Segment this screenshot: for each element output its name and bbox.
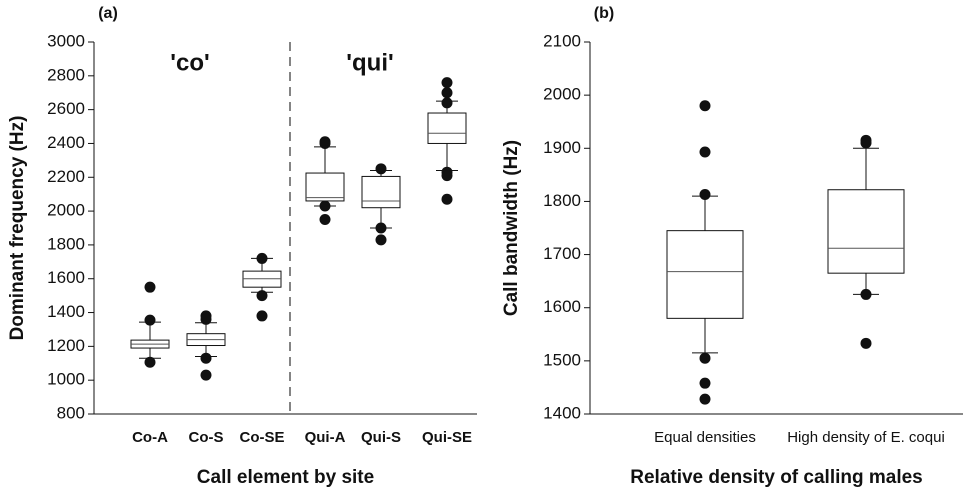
y-tick-label: 2000 [47, 201, 85, 220]
y-tick-label: 1400 [543, 403, 581, 422]
x-axis-title: Call element by site [197, 467, 374, 488]
y-axis-title: Call bandwidth (Hz) [501, 140, 522, 316]
x-tick-label: Qui-S [361, 429, 401, 446]
outlier [144, 281, 156, 293]
x-tick-label: Equal densities [654, 429, 756, 446]
box [827, 189, 905, 274]
outlier [860, 288, 872, 300]
y-tick-label: 1600 [47, 268, 85, 287]
x-tick-label: Qui-SE [422, 429, 472, 446]
y-tick-label: 1900 [543, 138, 581, 157]
y-tick-label: 2800 [47, 65, 85, 84]
outlier [699, 377, 711, 389]
outlier [319, 200, 331, 212]
outlier [699, 352, 711, 364]
annotation: 'qui' [346, 49, 393, 76]
outlier [375, 222, 387, 234]
y-tick-label: 2400 [47, 133, 85, 152]
y-tick-label: 2200 [47, 167, 85, 186]
y-tick-label: 1200 [47, 336, 85, 355]
outlier [256, 290, 268, 302]
y-tick-label: 1800 [543, 191, 581, 210]
outlier [860, 137, 872, 149]
outlier [699, 189, 711, 201]
y-axis-title: Dominant frequency (Hz) [7, 116, 28, 341]
outlier [699, 393, 711, 405]
x-axis-title: Relative density of calling males [630, 467, 923, 488]
x-tick-label: High density of E. coqui [787, 429, 945, 446]
x-tick-label: Co-SE [240, 429, 285, 446]
box [427, 112, 467, 144]
outlier [375, 234, 387, 246]
outlier [441, 193, 453, 205]
box [361, 175, 401, 209]
outlier [256, 252, 268, 264]
y-tick-label: 2000 [543, 85, 581, 104]
outlier [441, 170, 453, 182]
y-tick-label: 1400 [47, 302, 85, 321]
outlier [200, 313, 212, 325]
outlier [319, 214, 331, 226]
y-tick-label: 1800 [47, 234, 85, 253]
outlier [699, 146, 711, 158]
outlier [860, 337, 872, 349]
y-tick-label: 1700 [543, 244, 581, 263]
y-tick-label: 1600 [543, 297, 581, 316]
panel-label: (a) [98, 5, 118, 22]
x-tick-label: Co-A [132, 429, 168, 446]
annotation: 'co' [170, 49, 209, 76]
y-tick-label: 800 [57, 403, 85, 422]
x-tick-label: Co-S [189, 429, 224, 446]
outlier [256, 310, 268, 322]
outlier [441, 97, 453, 109]
outlier [200, 352, 212, 364]
outlier [319, 137, 331, 149]
y-tick-label: 1000 [47, 370, 85, 389]
y-tick-label: 3000 [47, 31, 85, 50]
outlier [441, 77, 453, 89]
x-tick-label: Qui-A [305, 429, 346, 446]
panel-label: (b) [594, 5, 614, 22]
y-tick-label: 2600 [47, 99, 85, 118]
outlier [200, 369, 212, 381]
y-tick-label: 1500 [543, 350, 581, 369]
outlier [144, 356, 156, 368]
outlier [144, 314, 156, 326]
outlier [375, 163, 387, 175]
outlier [699, 100, 711, 112]
outlier [441, 87, 453, 99]
box [666, 230, 744, 319]
box [305, 172, 345, 202]
y-tick-label: 2100 [543, 31, 581, 50]
